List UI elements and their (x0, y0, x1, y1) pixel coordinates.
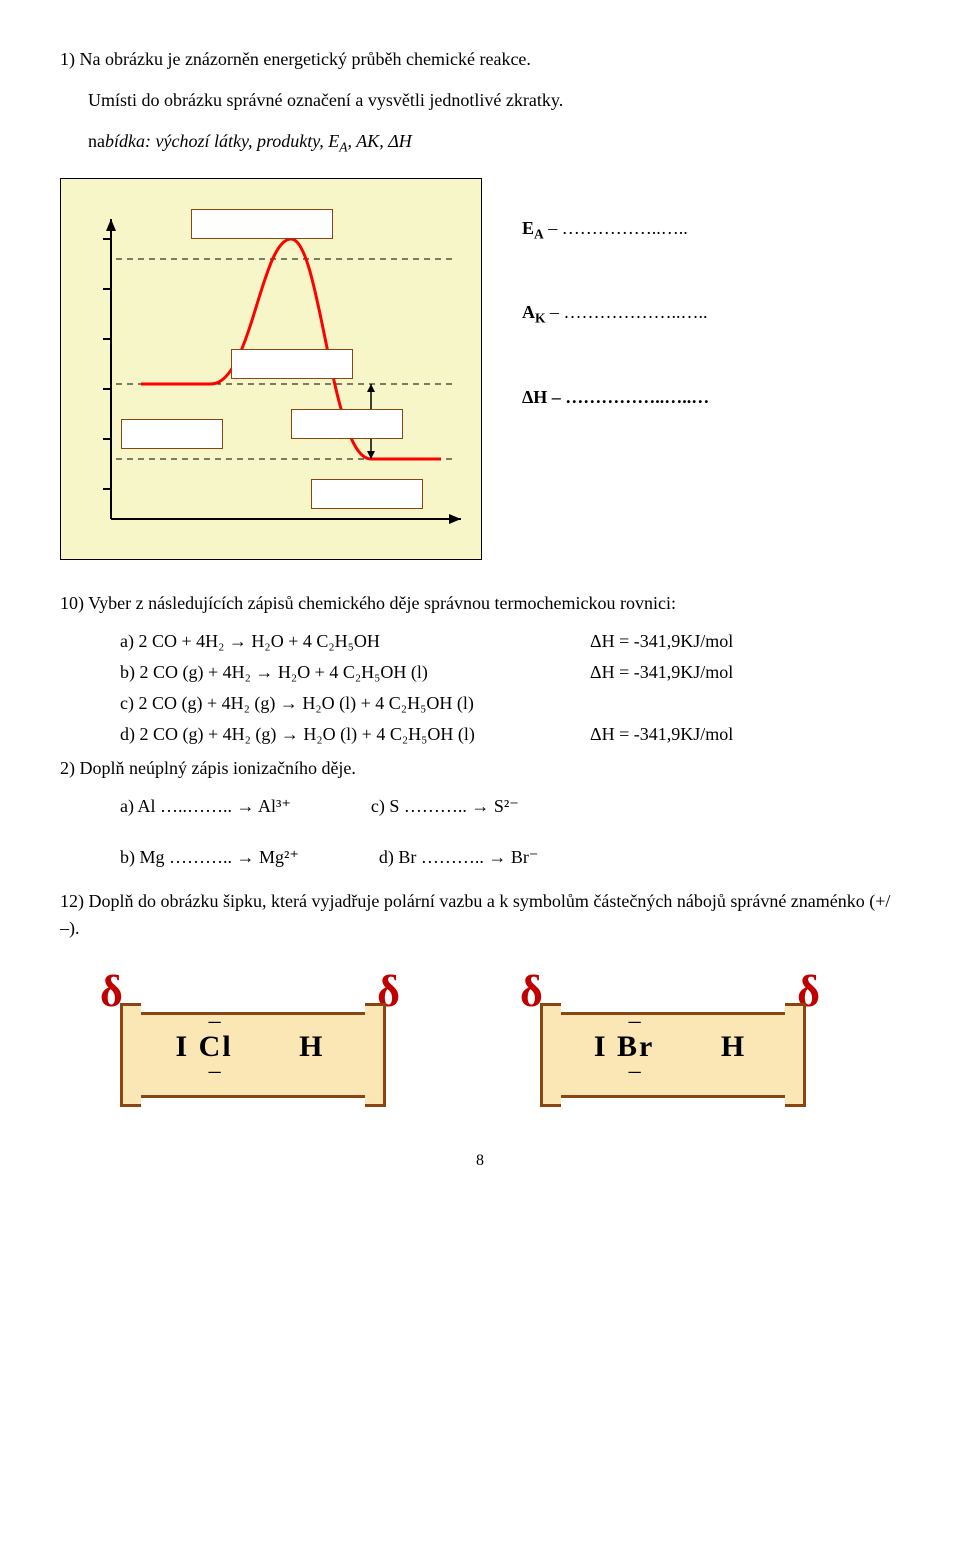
ea-dash: – ……………..….. (544, 218, 688, 238)
bond-hbr: δ δ I Br H (520, 972, 820, 1112)
equation-lhs: b) 2 CO (g) + 4H₂ → H₂O + 4 C₂H₅OH (l) (120, 662, 590, 683)
diagram-label-box (121, 419, 223, 449)
diagram-row: EA – ……………..….. AK – ………………..….. ΔH – ……… (60, 178, 900, 560)
bond1-left: Cl (199, 1030, 233, 1063)
nabidka-rest: bídka: výchozí látky, produkty, E (105, 131, 339, 151)
bond-hcl: δ δ I Cl H (100, 972, 400, 1112)
q1-line1: 1) Na obrázku je znázorněn energetický p… (60, 46, 900, 73)
nabidka-prefix: na (88, 131, 105, 151)
bond-text-2: I Br H (520, 1030, 820, 1064)
equation-row: d) 2 CO (g) + 4H₂ (g) → H₂O (l) + 4 C₂H₅… (120, 724, 900, 745)
def-dh: ΔH – ……………..…..… (522, 387, 900, 408)
side-definitions: EA – ……………..….. AK – ………………..….. ΔH – ……… (522, 178, 900, 408)
bond-row: δ δ I Cl H δ δ I Br H (100, 972, 900, 1112)
equation-row: c) 2 CO (g) + 4H₂ (g) → H₂O (l) + 4 C₂H₅… (120, 693, 900, 714)
diagram-label-box (311, 479, 423, 509)
bond2-right: H (721, 1030, 746, 1063)
ak-sub: K (535, 311, 546, 326)
dh-label: ΔH – ……………..…..… (522, 387, 709, 407)
bond1-pre: I (175, 1030, 198, 1063)
diagram-label-box (291, 409, 403, 439)
equation-lhs: d) 2 CO (g) + 4H₂ (g) → H₂O (l) + 4 C₂H₅… (120, 724, 590, 745)
energy-diagram (60, 178, 482, 560)
nabidka-sub: A (339, 140, 347, 155)
q2-c: c) S ……….. → S²⁻ (371, 796, 519, 817)
q2-a: a) Al …..…….. → Al³⁺ (120, 796, 291, 817)
equation-row: b) 2 CO (g) + 4H₂ → H₂O + 4 C₂H₅OH (l)ΔH… (120, 662, 900, 683)
bond2-pre: I (594, 1030, 617, 1063)
q2-row1: a) Al …..…….. → Al³⁺ c) S ……….. → S²⁻ (120, 796, 900, 817)
def-ea: EA – ……………..….. (522, 218, 900, 243)
page-number: 8 (60, 1152, 900, 1170)
q2-d: d) Br ……….. → Br⁻ (379, 847, 539, 868)
bond2-left: Br (617, 1030, 654, 1063)
equation-row: a) 2 CO + 4H₂ → H₂O + 4 C₂H₅OHΔH = -341,… (120, 631, 900, 652)
q2-row2: b) Mg ……….. → Mg²⁺ d) Br ……….. → Br⁻ (120, 847, 900, 868)
bond-text-1: I Cl H (100, 1030, 400, 1064)
diagram-label-box (231, 349, 353, 379)
equation-lhs: c) 2 CO (g) + 4H₂ (g) → H₂O (l) + 4 C₂H₅… (120, 693, 590, 714)
equation-rhs: ΔH = -341,9KJ/mol (590, 631, 733, 652)
diagram-label-box (191, 209, 333, 239)
q1-nabidka: nabídka: výchozí látky, produkty, EA, AK… (88, 128, 900, 158)
equation-lhs: a) 2 CO + 4H₂ → H₂O + 4 C₂H₅OH (120, 631, 590, 652)
equation-rhs: ΔH = -341,9KJ/mol (590, 724, 733, 745)
q1-line2: Umísti do obrázku správné označení a vys… (88, 87, 900, 114)
q2-b: b) Mg ……….. → Mg²⁺ (120, 847, 299, 868)
q2-stem: 2) Doplň neúplný zápis ionizačního děje. (60, 755, 900, 782)
ea-label: E (522, 218, 534, 238)
q10-stem: 10) Vyber z následujících zápisů chemick… (60, 590, 900, 617)
ea-sub: A (534, 226, 544, 241)
def-ak: AK – ………………..….. (522, 302, 900, 327)
equation-rhs: ΔH = -341,9KJ/mol (590, 662, 733, 683)
q10-equations: a) 2 CO + 4H₂ → H₂O + 4 C₂H₅OHΔH = -341,… (120, 631, 900, 745)
bond1-right: H (299, 1030, 324, 1063)
ak-label: A (522, 302, 535, 322)
q12-stem: 12) Doplň do obrázku šipku, která vyjadř… (60, 888, 900, 942)
nabidka-tail: , AK, ΔH (348, 131, 412, 151)
ak-dash: – ………………..….. (546, 302, 708, 322)
